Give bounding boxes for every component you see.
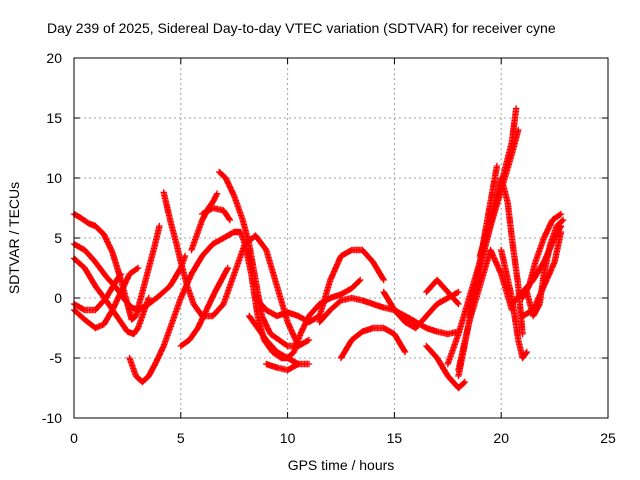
series-track-14 bbox=[263, 360, 302, 374]
series-markers bbox=[423, 342, 469, 392]
y-tick-label: 15 bbox=[46, 110, 62, 126]
y-tick-label: -10 bbox=[42, 410, 62, 426]
series-markers bbox=[216, 168, 313, 350]
series-markers bbox=[199, 204, 234, 224]
series-markers bbox=[177, 264, 231, 350]
series-track-24 bbox=[455, 246, 516, 380]
series-track-12 bbox=[252, 246, 387, 326]
series-markers bbox=[160, 189, 302, 350]
axis-ticks: 0 5 10 15 20 25 -10 -5 0 5 10 15 20 bbox=[42, 50, 616, 446]
chart-title: Day 239 of 2025, Sidereal Day-to-day VTE… bbox=[47, 20, 556, 36]
series-track-10 bbox=[199, 204, 234, 224]
x-tick-label: 0 bbox=[70, 430, 78, 446]
series-track-11 bbox=[216, 168, 313, 350]
y-tick-label: -5 bbox=[50, 350, 63, 366]
series-track-16 bbox=[337, 324, 409, 362]
y-tick-label: 5 bbox=[54, 230, 62, 246]
x-tick-label: 15 bbox=[387, 430, 403, 446]
series-markers bbox=[263, 360, 302, 374]
y-tick-label: 10 bbox=[46, 170, 62, 186]
x-axis-label: GPS time / hours bbox=[288, 457, 395, 473]
series-markers bbox=[337, 324, 409, 362]
series-markers bbox=[455, 246, 516, 380]
series-track-19 bbox=[423, 342, 469, 392]
y-tick-label: 20 bbox=[46, 50, 62, 66]
series-track-20 bbox=[423, 276, 462, 308]
series-track-6 bbox=[126, 228, 364, 386]
series-markers bbox=[519, 210, 565, 302]
series-track-25 bbox=[476, 174, 526, 338]
y-axis-label: SDTVAR / TECUs bbox=[6, 182, 22, 294]
series-markers bbox=[476, 174, 526, 338]
series-track-18 bbox=[401, 312, 462, 338]
series-markers bbox=[126, 228, 364, 386]
y-tick-label: 0 bbox=[54, 290, 62, 306]
x-tick-label: 25 bbox=[600, 430, 616, 446]
x-tick-label: 20 bbox=[493, 430, 509, 446]
series-markers bbox=[423, 276, 462, 308]
series-track-7 bbox=[160, 189, 302, 350]
series-track-8 bbox=[177, 264, 231, 350]
plot-frame bbox=[73, 57, 609, 419]
x-tick-label: 10 bbox=[280, 430, 296, 446]
series-markers bbox=[252, 246, 387, 326]
series-layer bbox=[70, 105, 567, 392]
series-track-30 bbox=[519, 210, 565, 302]
series-markers bbox=[401, 312, 462, 338]
x-tick-label: 5 bbox=[177, 430, 185, 446]
